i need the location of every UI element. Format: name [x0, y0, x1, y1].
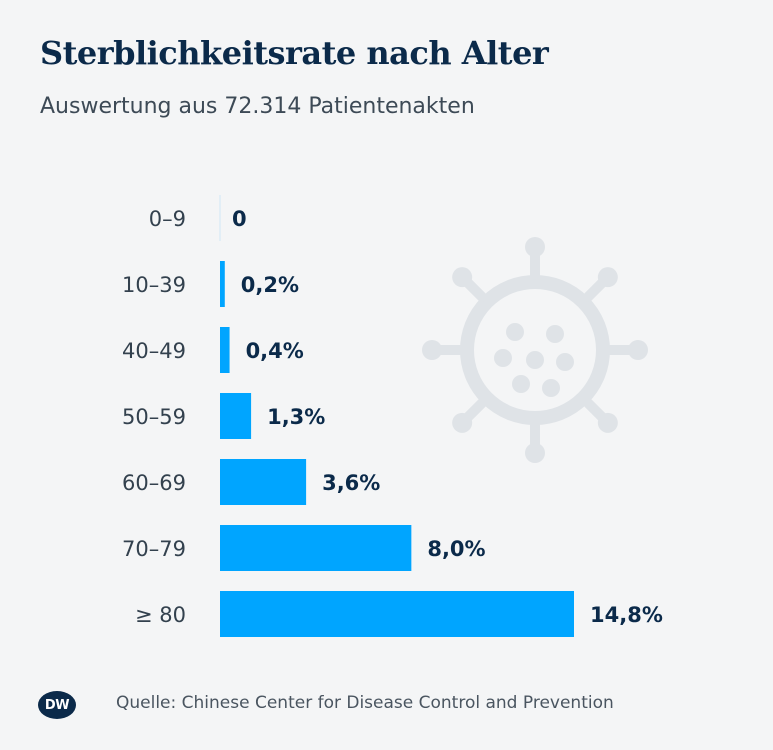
value-label: 1,3%	[267, 405, 325, 429]
virus-icon	[422, 237, 648, 463]
bar-chart: 0–9 0 10–39 0,2% 40–49 0,4% 50–59 1,3% 60–69 3,6%…	[122, 195, 663, 637]
bar	[220, 393, 252, 439]
virus-dot	[556, 353, 574, 371]
virus-spike-tip	[422, 340, 442, 360]
bar	[220, 459, 307, 505]
category-label: 70–79	[122, 537, 186, 561]
virus-dot	[506, 323, 524, 341]
category-label: 10–39	[122, 273, 186, 297]
virus-spike-tip	[525, 443, 545, 463]
dw-logo: DW	[38, 691, 76, 719]
virus-dot	[526, 351, 544, 369]
bars-group: 0–9 0 10–39 0,2% 40–49 0,4% 50–59 1,3% 60–69 3,6%…	[122, 195, 663, 637]
virus-spike	[583, 277, 608, 302]
virus-spike	[462, 277, 487, 302]
virus-spike	[583, 398, 608, 423]
chart-subtitle: Auswertung aus 72.314 Patientenakten	[40, 94, 475, 119]
source-note: Quelle: Chinese Center for Disease Contr…	[116, 693, 614, 713]
bar	[220, 261, 225, 307]
value-label: 0	[232, 207, 247, 231]
virus-dot	[512, 375, 530, 393]
chart-title: Sterblichkeitsrate nach Alter	[40, 34, 549, 72]
category-label: ≥ 80	[135, 603, 186, 627]
virus-spike-tip	[628, 340, 648, 360]
value-label: 3,6%	[322, 471, 380, 495]
bar	[220, 525, 412, 571]
virus-dot	[494, 349, 512, 367]
category-label: 60–69	[122, 471, 186, 495]
virus-spike-tip	[597, 267, 618, 288]
category-label: 50–59	[122, 405, 186, 429]
category-label: 40–49	[122, 339, 186, 363]
virus-spike-tip	[452, 412, 473, 433]
virus-spike-tip	[597, 412, 618, 433]
category-label: 0–9	[149, 207, 186, 231]
virus-spike	[462, 398, 487, 423]
value-label: 0,4%	[246, 339, 304, 363]
bar	[220, 327, 230, 373]
virus-body	[460, 275, 610, 425]
value-label: 0,2%	[241, 273, 299, 297]
value-label: 14,8%	[590, 603, 663, 627]
virus-spike-tip	[525, 237, 545, 257]
virus-dot	[542, 379, 560, 397]
virus-dot	[546, 325, 564, 343]
bar	[220, 591, 574, 637]
value-label: 8,0%	[427, 537, 485, 561]
virus-spike-tip	[452, 267, 473, 288]
